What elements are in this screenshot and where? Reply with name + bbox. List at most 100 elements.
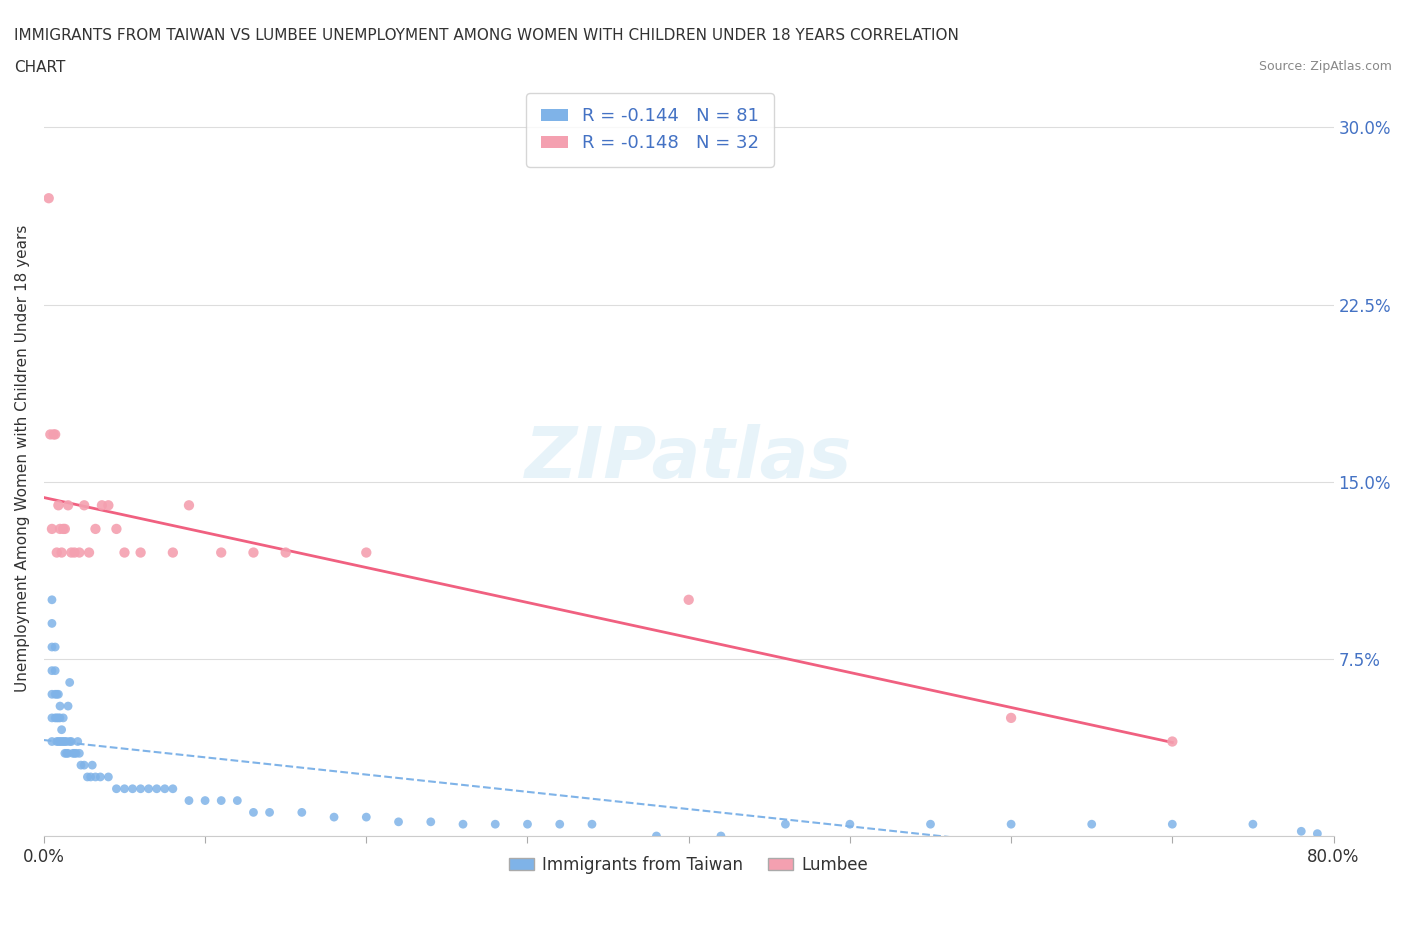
Point <box>209 793 232 808</box>
Point <box>678 592 700 607</box>
Point <box>48 711 70 725</box>
Point <box>76 769 98 784</box>
Point <box>356 545 378 560</box>
Point <box>42 427 65 442</box>
Point <box>194 793 217 808</box>
Point <box>82 758 104 773</box>
Point <box>105 781 128 796</box>
Point <box>209 545 232 560</box>
Point <box>41 522 63 537</box>
Point <box>121 781 143 796</box>
Point <box>484 817 506 831</box>
Point <box>516 817 538 831</box>
Point <box>84 769 107 784</box>
Point <box>645 829 668 844</box>
Point <box>153 781 176 796</box>
Point <box>44 427 66 442</box>
Point <box>356 810 378 825</box>
Point <box>41 687 63 702</box>
Point <box>67 746 90 761</box>
Point <box>1000 817 1022 831</box>
Point <box>145 781 167 796</box>
Point <box>77 545 100 560</box>
Point <box>548 817 571 831</box>
Point <box>44 687 66 702</box>
Point <box>581 817 603 831</box>
Point <box>49 711 72 725</box>
Point <box>710 829 733 844</box>
Point <box>162 781 184 796</box>
Point <box>73 498 96 512</box>
Point <box>242 545 264 560</box>
Point <box>52 734 75 749</box>
Point <box>129 545 152 560</box>
Point <box>89 769 111 784</box>
Point <box>97 498 120 512</box>
Point <box>162 545 184 560</box>
Point <box>65 746 87 761</box>
Point <box>67 545 90 560</box>
Point <box>49 522 72 537</box>
Point <box>59 675 82 690</box>
Point <box>45 687 67 702</box>
Point <box>242 805 264 820</box>
Point <box>451 817 474 831</box>
Legend: Immigrants from Taiwan, Lumbee: Immigrants from Taiwan, Lumbee <box>502 849 875 881</box>
Point <box>51 545 73 560</box>
Point <box>105 522 128 537</box>
Point <box>55 746 77 761</box>
Point <box>177 498 200 512</box>
Point <box>51 734 73 749</box>
Point <box>84 522 107 537</box>
Point <box>129 781 152 796</box>
Point <box>775 817 797 831</box>
Point <box>55 734 77 749</box>
Point <box>419 815 441 830</box>
Point <box>52 711 75 725</box>
Point <box>138 781 160 796</box>
Point <box>274 545 297 560</box>
Point <box>48 498 70 512</box>
Point <box>56 498 79 512</box>
Point <box>70 758 93 773</box>
Point <box>39 427 62 442</box>
Point <box>259 805 281 820</box>
Point <box>60 545 83 560</box>
Point <box>114 781 136 796</box>
Point <box>1000 711 1022 725</box>
Point <box>291 805 314 820</box>
Point <box>53 746 76 761</box>
Point <box>1161 734 1184 749</box>
Point <box>44 711 66 725</box>
Point <box>41 734 63 749</box>
Point <box>226 793 249 808</box>
Point <box>38 191 60 206</box>
Point <box>53 522 76 537</box>
Point <box>60 734 83 749</box>
Point <box>49 734 72 749</box>
Text: ZIPatlas: ZIPatlas <box>524 423 852 493</box>
Point <box>51 723 73 737</box>
Point <box>63 545 86 560</box>
Y-axis label: Unemployment Among Women with Children Under 18 years: Unemployment Among Women with Children U… <box>15 224 30 692</box>
Point <box>45 711 67 725</box>
Point <box>44 663 66 678</box>
Point <box>90 498 112 512</box>
Text: Source: ZipAtlas.com: Source: ZipAtlas.com <box>1258 60 1392 73</box>
Point <box>44 640 66 655</box>
Point <box>41 663 63 678</box>
Point <box>66 734 89 749</box>
Point <box>56 746 79 761</box>
Point <box>114 545 136 560</box>
Point <box>53 734 76 749</box>
Point <box>79 769 101 784</box>
Point <box>1080 817 1102 831</box>
Point <box>48 734 70 749</box>
Text: CHART: CHART <box>14 60 66 75</box>
Point <box>387 815 409 830</box>
Point <box>838 817 860 831</box>
Point <box>323 810 346 825</box>
Point <box>41 640 63 655</box>
Point <box>41 711 63 725</box>
Point <box>1161 817 1184 831</box>
